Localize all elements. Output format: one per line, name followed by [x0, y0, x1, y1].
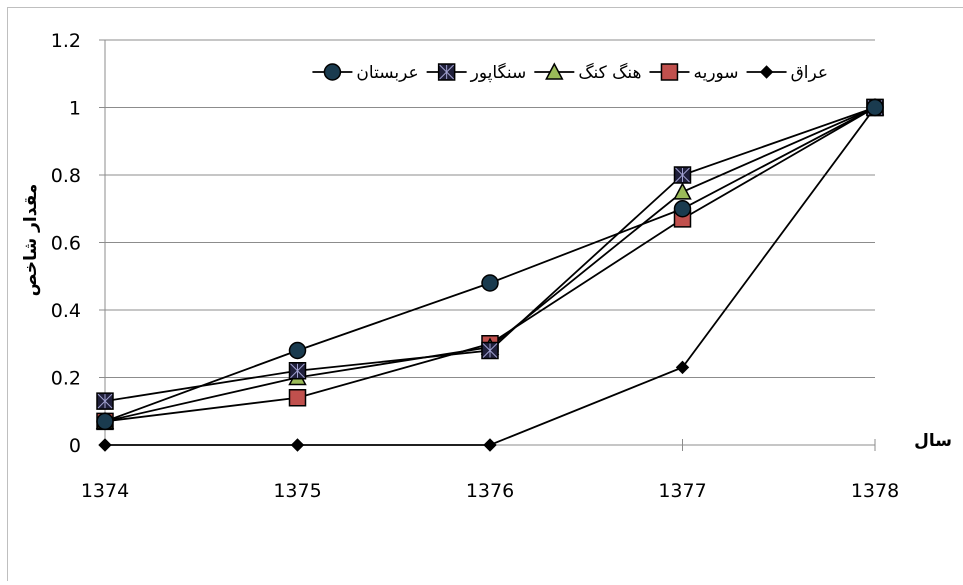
y-tick-label: 0.4 [51, 300, 81, 322]
x-tick-label: 1376 [466, 480, 514, 502]
legend-marker [439, 64, 455, 80]
data-point [290, 343, 306, 359]
legend-label: عراق [791, 63, 828, 83]
legend-label: هنگ کنگ [578, 62, 641, 83]
y-tick-label: 1.2 [51, 30, 81, 52]
data-point [675, 167, 691, 183]
x-tick-label: 1377 [658, 480, 706, 502]
x-tick-label: 1375 [273, 480, 321, 502]
legend-entry: سوریه [649, 63, 738, 83]
data-point [482, 343, 498, 359]
data-point [482, 275, 498, 291]
x-tick-label: 1378 [851, 480, 899, 502]
y-tick-label: 0.8 [51, 165, 81, 187]
data-point [867, 100, 883, 116]
data-point [290, 363, 306, 379]
data-point [675, 201, 691, 217]
legend-label: سوریه [693, 63, 738, 83]
legend-label: سنگاپور [470, 62, 527, 83]
x-axis-label: سال [914, 431, 952, 451]
y-tick-label: 0.6 [51, 233, 81, 255]
y-tick-label: 0.2 [51, 368, 81, 390]
y-tick-label: 1 [69, 98, 81, 120]
data-point [290, 390, 306, 406]
y-tick-label: 0 [69, 435, 81, 457]
legend-entry: سنگاپور [427, 62, 527, 83]
x-tick-label: 1374 [81, 480, 129, 502]
data-point [97, 393, 113, 409]
legend-marker [324, 64, 340, 80]
legend-marker [661, 64, 677, 80]
legend-label: عربستان [356, 63, 418, 83]
y-axis-label: مقدار شاخص [21, 184, 41, 297]
data-point [97, 413, 113, 429]
